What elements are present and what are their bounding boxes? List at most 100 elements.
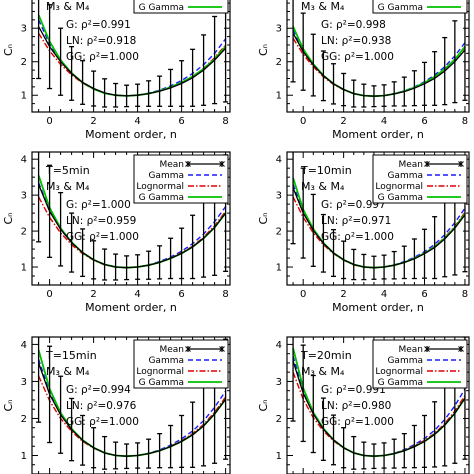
y-tick-label: 1	[276, 91, 282, 102]
y-tick-label: 4	[21, 340, 27, 351]
legend-box	[133, 154, 229, 204]
y-tick-label: 3	[21, 191, 27, 202]
y-axis-label: Cₙ	[257, 399, 270, 411]
legend-entry-label: G Gamma	[139, 378, 184, 388]
annotation-label: M₃ & M₄	[301, 180, 345, 193]
y-tick-label: 2	[21, 414, 27, 425]
fit-stat-label: G: ρ²=0.997	[321, 199, 386, 211]
y-axis-label: Cₙ	[257, 212, 270, 224]
chart-panel-5: 1 2 3 4 Cₙ T=15min M₃ & M₄ G: ρ²=0.994 LN: ρ²=0.…	[2, 336, 231, 474]
fit-stat-label: GG: ρ²=1.000	[66, 231, 139, 243]
legend-entry-label: Lognormal	[136, 367, 184, 377]
legend-entry-label: G Gamma	[139, 193, 184, 203]
annotation-label: T=20min	[300, 349, 352, 362]
x-tick-label: 2	[340, 116, 346, 127]
x-tick-label: 2	[90, 116, 96, 127]
plot-frame	[31, 0, 231, 113]
legend-box	[133, 339, 229, 389]
legend-box	[133, 0, 229, 14]
legend-marker	[219, 161, 225, 167]
legend-entry-label: Gamma	[387, 356, 423, 366]
x-tick-label: 6	[178, 289, 184, 300]
legend-entry-label: Mean	[398, 160, 423, 170]
plot-area	[36, 152, 229, 281]
series-line-mean	[292, 187, 466, 269]
fit-stat-label: LN: ρ²=0.918	[66, 35, 136, 47]
y-tick-label: 3	[276, 377, 282, 388]
legend-entry-label: Gamma	[148, 171, 184, 181]
plot-area	[290, 0, 468, 108]
x-tick-label: 0	[300, 289, 306, 300]
x-tick-label: 8	[462, 116, 468, 127]
annotation-label: M₃ & M₄	[46, 180, 90, 193]
y-tick-label: 3	[21, 24, 27, 35]
legend-entry-label: G Gamma	[378, 193, 423, 203]
legend-entry-label: G Gamma	[378, 3, 423, 13]
y-axis-label: Cₙ	[2, 212, 15, 224]
y-tick-label: 1	[21, 91, 27, 102]
legend-entry-label: Gamma	[387, 171, 423, 181]
series-line-mean	[292, 360, 466, 457]
plot-frame	[286, 151, 470, 286]
legend-marker	[424, 161, 430, 167]
legend-entry-label: Mean	[398, 345, 423, 355]
x-axis-label: Moment order, n	[332, 301, 424, 314]
x-tick-label: 6	[178, 116, 184, 127]
annotation-label: T=15min	[45, 349, 97, 362]
legend-box	[372, 339, 468, 389]
annotation-label: M₃ & M₄	[46, 0, 90, 13]
x-tick-label: 4	[134, 116, 140, 127]
legend-entry-label: Lognormal	[375, 182, 423, 192]
fit-stat-label: LN: ρ²=0.959	[66, 215, 136, 227]
y-tick-label: 1	[276, 451, 282, 462]
fit-stat-label: LN: ρ²=0.976	[66, 400, 137, 412]
chart-panel-6: 1 2 3 4 Cₙ T=20min M₃ & M₄ G: ρ²=0.991 LN: ρ²=0.…	[257, 336, 470, 474]
legend-entry-label: Lognormal	[136, 182, 184, 192]
annotation-label: M₃ & M₄	[301, 0, 345, 13]
y-tick-label: 4	[21, 155, 27, 166]
x-tick-label: 8	[222, 289, 228, 300]
fit-stat-label: GG: ρ²=1.000	[321, 231, 394, 243]
fit-stat-label: GG: ρ²=1.000	[66, 416, 139, 428]
y-tick-label: 1	[276, 263, 282, 274]
series-line-mean	[38, 26, 227, 97]
legend-entry-label: Mean	[159, 160, 184, 170]
x-tick-label: 0	[46, 116, 52, 127]
y-tick-label: 1	[21, 451, 27, 462]
x-tick-label: 2	[90, 289, 96, 300]
annotation-label: T=5min	[45, 164, 90, 177]
plot-frame	[286, 336, 470, 474]
fit-stat-label: G: ρ²=0.991	[321, 384, 386, 396]
x-tick-label: 4	[381, 289, 387, 300]
legend-entry-label: G Gamma	[378, 378, 423, 388]
annotation-label: M₃ & M₄	[46, 365, 90, 378]
legend-marker	[458, 161, 464, 167]
fit-stat-label: G: ρ²=0.994	[66, 384, 131, 396]
y-tick-label: 3	[21, 377, 27, 388]
x-tick-label: 8	[222, 116, 228, 127]
x-axis-label: Moment order, n	[85, 128, 177, 141]
x-tick-label: 4	[134, 289, 140, 300]
x-tick-label: 6	[421, 289, 427, 300]
plot-frame	[286, 0, 470, 113]
y-tick-label: 2	[276, 227, 282, 238]
plot-frame	[31, 336, 231, 474]
legend-marker	[458, 346, 464, 352]
fit-stat-label: LN: ρ²=0.938	[321, 35, 391, 47]
y-tick-label: 3	[276, 191, 282, 202]
fit-stat-label: G: ρ²=0.991	[66, 19, 131, 31]
series-line-mean	[292, 32, 466, 97]
legend-box	[372, 0, 468, 14]
x-axis-label: Moment order, n	[332, 128, 424, 141]
y-tick-label: 2	[276, 414, 282, 425]
y-tick-label: 4	[21, 0, 27, 1]
fit-stat-label: GG: ρ²=1.000	[321, 51, 394, 63]
legend-marker	[185, 161, 191, 167]
x-tick-label: 0	[300, 116, 306, 127]
y-tick-label: 4	[276, 0, 282, 1]
y-tick-label: 4	[276, 155, 282, 166]
